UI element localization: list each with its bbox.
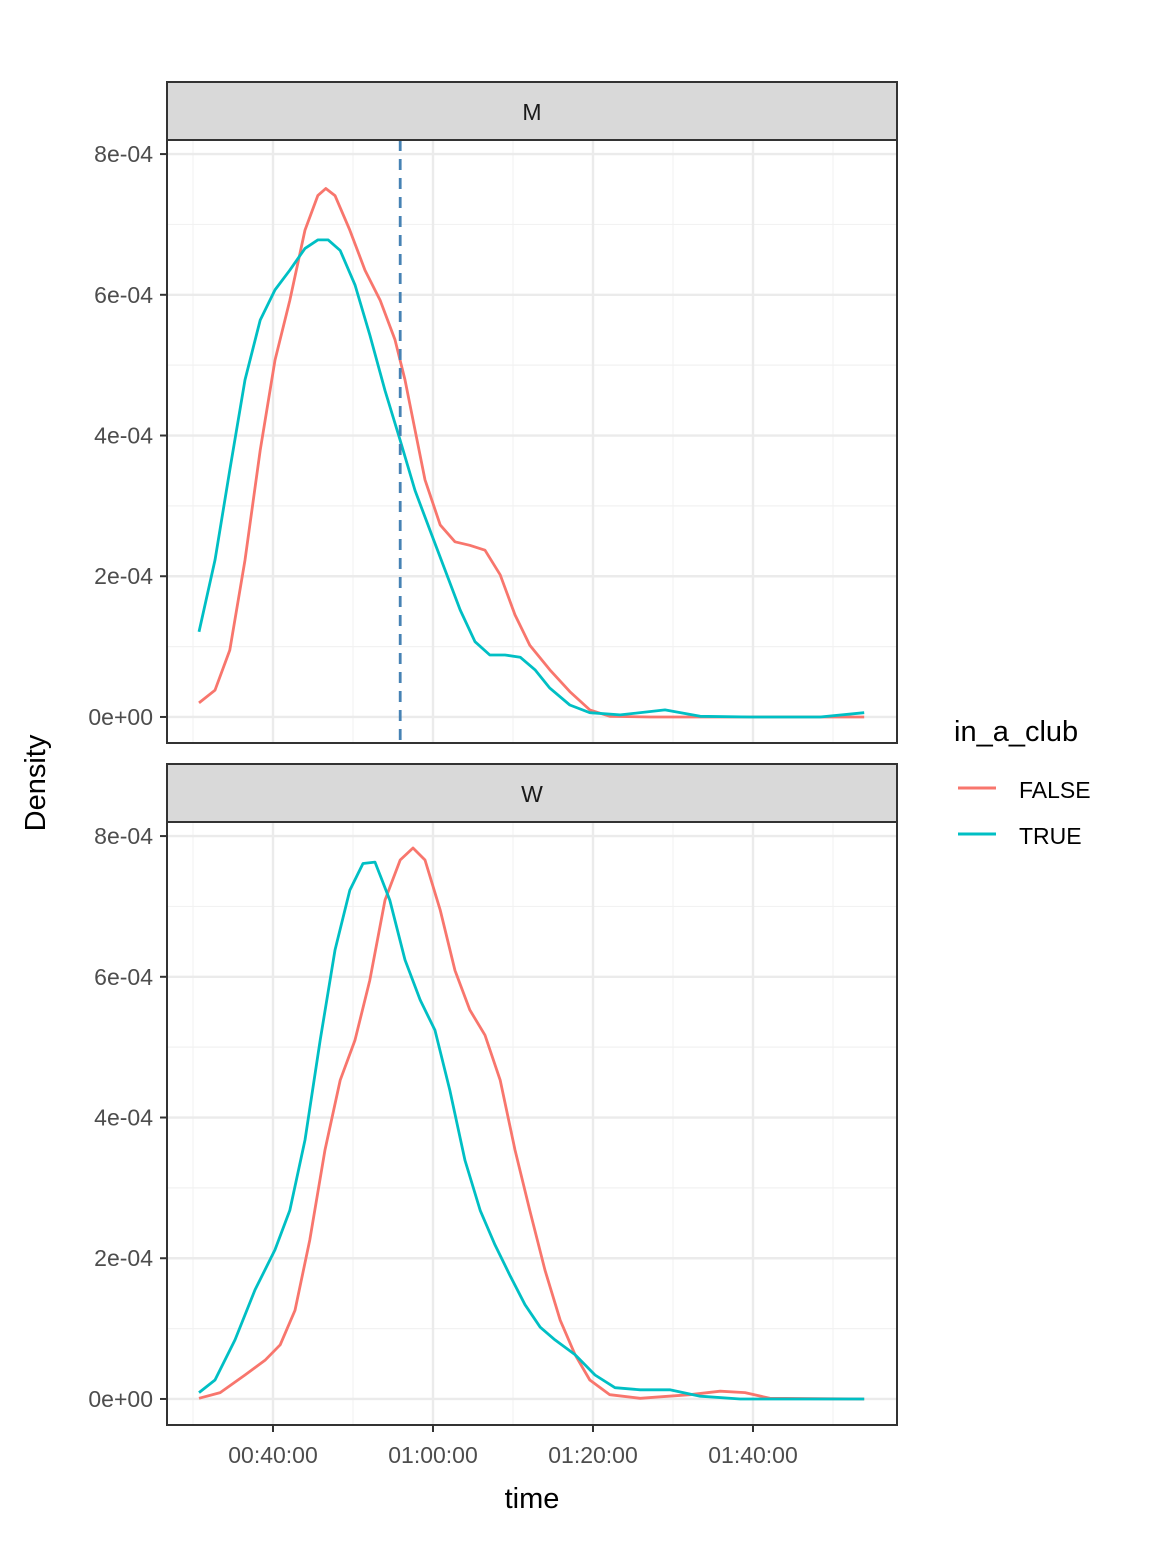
y-tick-label: 0e+00: [88, 1386, 153, 1412]
y-tick-label: 6e-04: [94, 964, 153, 990]
y-tick-label: 0e+00: [88, 704, 153, 730]
y-tick-label: 2e-04: [94, 1245, 153, 1271]
facet-strip-label: M: [522, 99, 541, 125]
y-tick-label: 6e-04: [94, 282, 153, 308]
panel-background: [167, 822, 897, 1425]
y-tick-label: 4e-04: [94, 1105, 153, 1131]
x-tick-label: 01:40:00: [708, 1442, 798, 1468]
x-tick-label: 01:20:00: [548, 1442, 638, 1468]
legend-label-false: FALSE: [1019, 777, 1091, 803]
y-axis-title: Density: [20, 734, 52, 831]
density-line-true: [197, 238, 865, 719]
y-tick-label: 2e-04: [94, 563, 153, 589]
legend-label-true: TRUE: [1019, 823, 1082, 849]
facet-strip: [166, 763, 898, 823]
legend: in_a_club FALSE TRUE: [954, 716, 1091, 849]
density-line-true: [198, 860, 865, 1401]
density-line-false: [198, 187, 865, 719]
facet-panel-W: 0e+00 2e-04 4e-04 6e-04 8e-04 W 00:40:00 01:00:…: [88, 763, 898, 1468]
x-axis-title: time: [505, 1483, 560, 1515]
y-tick-label: 4e-04: [94, 423, 153, 449]
density-line-false: [198, 846, 865, 1401]
facet-strip-label: W: [521, 781, 543, 807]
y-tick-label: 8e-04: [94, 823, 153, 849]
facet-strip: [166, 81, 898, 141]
y-tick-label: 8e-04: [94, 141, 153, 167]
facet-panel-M: 0e+00 2e-04 4e-04 6e-04 8e-04 M: [88, 81, 898, 744]
legend-title: in_a_club: [954, 716, 1078, 748]
x-tick-label: 01:00:00: [388, 1442, 478, 1468]
panel-background: [167, 140, 897, 743]
x-tick-label: 00:40:00: [228, 1442, 318, 1468]
